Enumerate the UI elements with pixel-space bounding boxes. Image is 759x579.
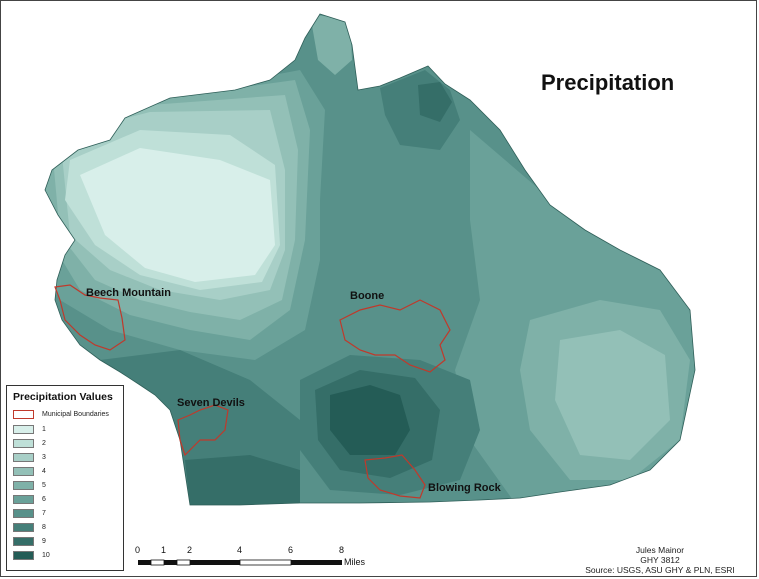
legend-class-row: 5 (13, 481, 121, 492)
legend-swatch (13, 467, 34, 476)
legend-class-label: 6 (42, 496, 46, 503)
scale-bar (138, 559, 342, 566)
legend-class-label: 2 (42, 440, 46, 447)
credit-course: GHY 3812 (640, 555, 680, 565)
town-label-seven-devils: Seven Devils (177, 397, 245, 409)
legend-class-row: 1 (13, 425, 121, 436)
legend-class-row: 10 (13, 551, 121, 562)
legend-class-label: 3 (42, 454, 46, 461)
legend-boundary-row: Municipal Boundaries (13, 410, 121, 421)
legend-swatch (13, 453, 34, 462)
legend-class-row: 8 (13, 523, 121, 534)
scale-segment (150, 559, 165, 566)
legend-class-label: 4 (42, 468, 46, 475)
credit-author: Jules Mainor (635, 545, 685, 555)
boone-boundary (339, 299, 451, 373)
legend-swatch (13, 509, 34, 518)
legend: Precipitation Values Municipal Boundarie… (6, 385, 124, 571)
legend-class-row: 2 (13, 439, 121, 450)
legend-boundary-label: Municipal Boundaries (42, 411, 109, 418)
legend-class-label: 7 (42, 510, 46, 517)
scale-segment (138, 560, 151, 565)
scale-tick-label: 2 (187, 545, 193, 555)
beech-mountain-boundary (54, 284, 126, 351)
zone-class-5-north (310, 14, 352, 75)
credit-source: Source: USGS, ASU GHY & PLN, ESRI (585, 565, 735, 575)
zone-class-4-east (555, 330, 670, 460)
legend-swatch (13, 425, 34, 434)
scale-tick-label: 4 (237, 545, 243, 555)
county-outline (44, 13, 696, 506)
municipal-boundaries (54, 284, 451, 499)
legend-swatch (13, 537, 34, 546)
legend-class-label: 1 (42, 426, 46, 433)
blowing-rock-boundary (364, 454, 426, 499)
legend-class-label: 10 (42, 552, 50, 559)
legend-swatch (13, 495, 34, 504)
scale-segment (239, 559, 292, 566)
scale-unit-label: Miles (344, 557, 366, 567)
legend-class-label: 9 (42, 538, 46, 545)
map-credits: Jules Mainor GHY 3812 Source: USGS, ASU … (570, 545, 750, 575)
zone-class-10-center (330, 385, 410, 455)
legend-class-row: 3 (13, 453, 121, 464)
scale-segment (164, 560, 177, 565)
town-label-beech-mountain: Beech Mountain (86, 287, 171, 299)
zone-class-1-west (80, 148, 275, 282)
scale-tick-label: 8 (339, 545, 345, 555)
town-label-boone: Boone (350, 290, 385, 302)
scale-tick-label: 1 (161, 545, 167, 555)
legend-class-row: 4 (13, 467, 121, 478)
zone-class-9-north (418, 82, 452, 122)
legend-swatch (13, 523, 34, 532)
legend-class-label: 5 (42, 482, 46, 489)
scale-tick-label: 0 (135, 545, 141, 555)
scale-segment (190, 560, 240, 565)
legend-title: Precipitation Values (13, 391, 113, 403)
boundary-swatch (13, 410, 34, 419)
legend-class-label: 8 (42, 524, 46, 531)
seven-devils-boundary (177, 404, 229, 457)
legend-swatch (13, 551, 34, 560)
zone-class-9-southwest (185, 455, 300, 505)
scale-tick-label: 6 (288, 545, 294, 555)
legend-swatch (13, 481, 34, 490)
legend-swatch (13, 439, 34, 448)
legend-class-row: 9 (13, 537, 121, 548)
legend-class-row: 7 (13, 509, 121, 520)
scale-segment (291, 560, 342, 565)
town-label-blowing-rock: Blowing Rock (428, 482, 501, 494)
map-title: Precipitation (541, 70, 675, 95)
legend-class-row: 6 (13, 495, 121, 506)
scale-segment (176, 559, 191, 566)
